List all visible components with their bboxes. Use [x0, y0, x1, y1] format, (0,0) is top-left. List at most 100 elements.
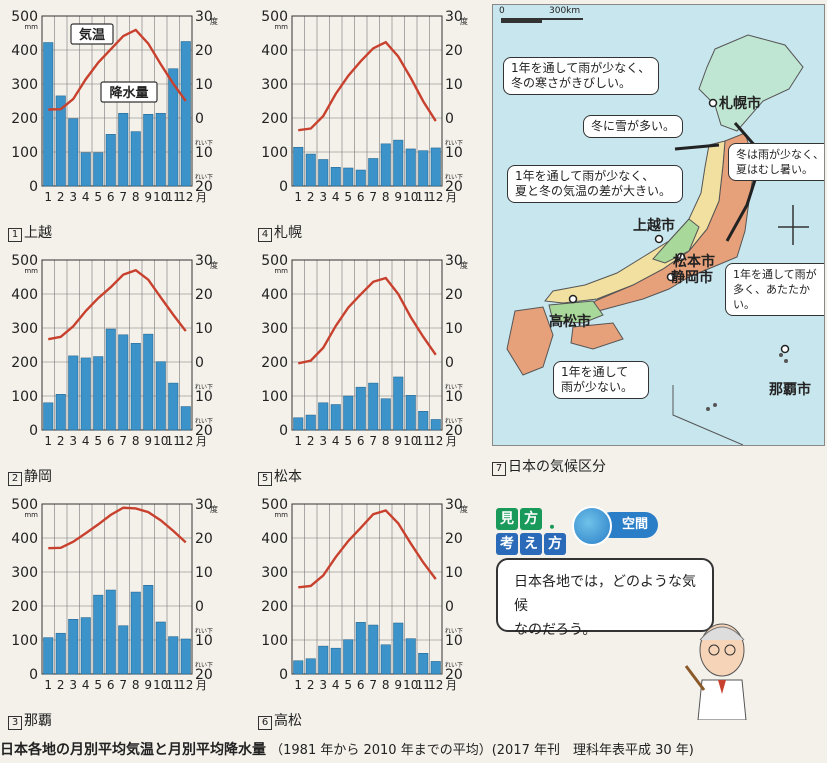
precip-tick: 200 — [11, 599, 38, 615]
month-tick: 1 — [294, 190, 302, 204]
precip-bar — [68, 619, 79, 675]
mikata-char-2: 方 — [520, 508, 542, 530]
month-tick: 11 — [416, 190, 431, 204]
temp-tick: 10 — [195, 565, 213, 581]
temp-tick: 20 — [445, 423, 463, 439]
month-tick: 10 — [153, 190, 168, 204]
precip-bar — [430, 147, 441, 187]
month-tick: 4 — [332, 678, 340, 692]
precip-bar — [168, 382, 179, 431]
temp-line — [298, 509, 437, 589]
temp-unit: 度 — [210, 260, 218, 270]
month-tick: 4 — [332, 190, 340, 204]
month-tick: 5 — [94, 678, 102, 692]
temp-line — [298, 40, 437, 132]
temp-tick: 10 — [195, 389, 213, 405]
precip-bar — [55, 394, 66, 431]
plot-frame — [291, 15, 443, 187]
below-zero-label: れい下 — [445, 662, 463, 669]
precip-tick: 0 — [279, 423, 288, 439]
precip-bar — [130, 591, 141, 675]
precip-tick: 500 — [11, 253, 38, 269]
precip-unit: mm — [24, 23, 38, 31]
precip-bar — [418, 150, 429, 187]
month-tick: 4 — [82, 678, 90, 692]
month-tick: 5 — [94, 434, 102, 448]
month-tick: 6 — [107, 434, 115, 448]
precip-tick: 500 — [11, 497, 38, 513]
temp-tick: 10 — [445, 389, 463, 405]
temp-unit: 度 — [460, 260, 468, 270]
climate-chart-takamatsu: 500 400 300 200 100 0 mm 30 20 10 0 10 20 度れい下 れい下 1 2 3 4… — [254, 492, 484, 730]
precip-bar — [380, 143, 391, 187]
climate-chart-jouetsu: 500 400 300 200 100 0 mm 30 20 10 0 10 20 度れい下 れい下 1 2 3 4… — [4, 4, 234, 242]
precip-bar — [305, 414, 316, 431]
temp-tick: 20 — [445, 287, 463, 303]
temp-tick: 20 — [445, 179, 463, 195]
precip-bar — [180, 406, 191, 431]
precip-bar — [130, 343, 141, 431]
precip-unit: mm — [274, 511, 288, 519]
temp-tick: 20 — [195, 531, 213, 547]
precip-bar — [293, 660, 304, 675]
temp-tick: 30 — [195, 253, 213, 269]
month-tick: 11 — [166, 190, 181, 204]
below-zero-label: れい下 — [195, 418, 213, 425]
city-shizuoka: 静岡市 — [671, 270, 713, 286]
month-tick: 9 — [394, 190, 402, 204]
temp-unit: 度 — [210, 16, 218, 26]
month-tick: 2 — [57, 434, 65, 448]
month-tick: 9 — [394, 678, 402, 692]
precip-tick: 500 — [11, 9, 38, 25]
teacher-illustration — [684, 610, 754, 721]
precip-tick: 300 — [11, 321, 38, 337]
precip-tick: 400 — [11, 287, 38, 303]
month-suffix: 月 — [446, 435, 457, 448]
mikata-char-3: 考 — [496, 533, 518, 555]
note-naha: 1年を通して雨が 多く、あたたかい。 — [725, 263, 824, 316]
below-zero-label: れい下 — [195, 174, 213, 181]
temp-line — [48, 268, 187, 341]
mikata-char-4: え — [520, 533, 542, 555]
precip-bar — [393, 139, 404, 187]
globe-icon — [572, 506, 612, 546]
plot-frame — [41, 259, 193, 431]
precip-tick: 400 — [261, 531, 288, 547]
month-tick: 6 — [357, 190, 365, 204]
month-tick: 10 — [153, 434, 168, 448]
precip-bar — [143, 585, 154, 675]
temp-tick: 20 — [195, 43, 213, 59]
temp-tick: 0 — [445, 111, 454, 127]
precip-tick: 200 — [261, 355, 288, 371]
precip-bar — [330, 404, 341, 431]
precip-bar — [168, 636, 179, 675]
city-naha: 那覇市 — [769, 382, 811, 398]
temp-tick: 20 — [445, 43, 463, 59]
climate-chart-shizuoka: 500 400 300 200 100 0 mm 30 20 10 0 10 20 度れい下 れい下 1 2 3 4… — [4, 248, 234, 486]
temp-tick: 10 — [195, 321, 213, 337]
precip-bar — [93, 594, 104, 675]
precip-bar — [380, 644, 391, 675]
precip-bar — [93, 356, 104, 431]
temp-tick: 0 — [445, 355, 454, 371]
precip-tick: 300 — [11, 565, 38, 581]
precip-bar — [118, 334, 129, 431]
precip-tick: 300 — [11, 77, 38, 93]
chart-caption: 5 松本 — [258, 466, 302, 486]
month-tick: 5 — [344, 434, 352, 448]
precip-bar — [343, 167, 354, 187]
precip-tick: 400 — [261, 287, 288, 303]
precip-bar — [305, 658, 316, 675]
month-tick: 12 — [178, 434, 193, 448]
temp-annotation: 気温 — [79, 27, 105, 43]
hokkaido-region — [698, 34, 804, 132]
month-tick: 3 — [69, 434, 77, 448]
temp-tick: 10 — [195, 633, 213, 649]
month-tick: 11 — [166, 434, 181, 448]
precip-bar — [330, 167, 341, 187]
chart-caption: 1 上越 — [8, 222, 52, 242]
precip-bar — [318, 645, 329, 675]
